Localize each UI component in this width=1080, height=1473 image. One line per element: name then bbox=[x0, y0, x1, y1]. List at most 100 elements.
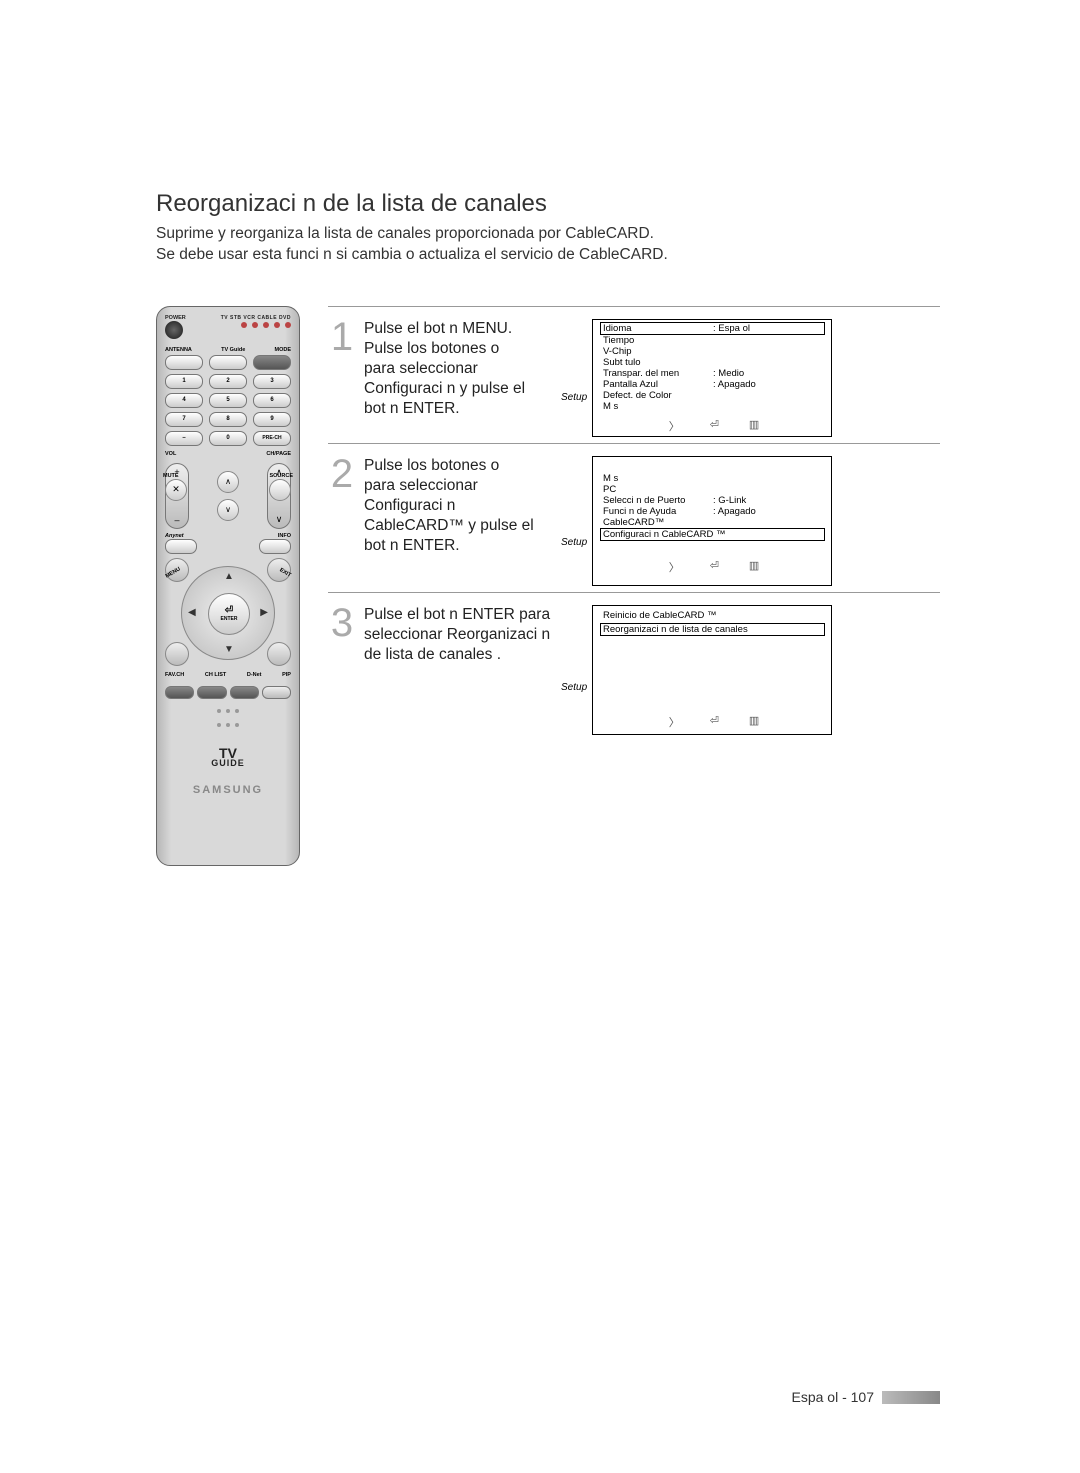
dnet-button[interactable] bbox=[230, 686, 259, 699]
mute-label: MUTE bbox=[163, 473, 179, 479]
osd-value: : Apagado bbox=[713, 379, 825, 390]
mode-indicators: TV STB VCR CABLE DVD bbox=[191, 315, 291, 321]
osd-footer-icons: 〉⏎▥ bbox=[603, 418, 825, 434]
tvguide-logo: TV GUIDE bbox=[165, 747, 291, 768]
osd-screen-2: M s PC Selecci n de Puerto: G-Link Funci… bbox=[592, 456, 832, 586]
osd-item: Reorganizaci n de lista de canales bbox=[603, 624, 748, 635]
num-0[interactable]: 0 bbox=[209, 431, 247, 446]
led-dot bbox=[241, 322, 247, 328]
step-number: 1 bbox=[328, 319, 356, 437]
osd-screen-3: Reinicio de CableCARD ™ Reorganizaci n d… bbox=[592, 605, 832, 735]
dpad-right-icon: ▶ bbox=[260, 607, 268, 618]
osd-side-label: Setup bbox=[561, 537, 587, 548]
osd-value: : G-Link bbox=[713, 495, 825, 506]
osd-item: Reinicio de CableCARD ™ bbox=[603, 610, 717, 621]
num-8[interactable]: 8 bbox=[209, 412, 247, 427]
osd-item: CableCARD™ bbox=[603, 517, 713, 528]
osd-item: Selecci n de Puerto bbox=[603, 495, 713, 506]
enter-label: ENTER bbox=[221, 616, 238, 622]
num-3[interactable]: 3 bbox=[253, 374, 291, 389]
source-button[interactable] bbox=[269, 479, 291, 501]
num-7[interactable]: 7 bbox=[165, 412, 203, 427]
osd-value: : Espa ol bbox=[713, 323, 822, 334]
intro-text: Suprime y reorganiza la lista de canales… bbox=[156, 224, 940, 266]
osd-item: Tiempo bbox=[603, 335, 713, 346]
osd-item: Configuraci n CableCARD ™ bbox=[603, 529, 726, 540]
dpad-up-icon: ▲ bbox=[224, 571, 234, 582]
mode-button[interactable] bbox=[253, 355, 291, 370]
osd-item: Subt tulo bbox=[603, 357, 713, 368]
page-footer: Espa ol - 107 bbox=[792, 1389, 941, 1405]
dpad[interactable]: ▲ ▼ ◀ ▶ ⏎ ENTER bbox=[181, 566, 275, 660]
page-title: Reorganizaci n de la lista de canales bbox=[156, 190, 940, 218]
osd-side-label: Setup bbox=[561, 682, 587, 693]
osd-item: V-Chip bbox=[603, 346, 713, 357]
step-text: Pulse el bot n ENTER para seleccionar Re… bbox=[364, 605, 584, 735]
osd-value: : Medio bbox=[713, 368, 825, 379]
chlist-button[interactable] bbox=[197, 686, 226, 699]
led-dot bbox=[285, 322, 291, 328]
brand-label: SAMSUNG bbox=[165, 784, 291, 796]
step-3: 3 Pulse el bot n ENTER para seleccionar … bbox=[328, 592, 940, 741]
num-1[interactable]: 1 bbox=[165, 374, 203, 389]
num-dash[interactable]: – bbox=[165, 431, 203, 446]
tvguide-logo-bot: GUIDE bbox=[165, 759, 291, 767]
num-5[interactable]: 5 bbox=[209, 393, 247, 408]
osd-footer-icons: 〉⏎▥ bbox=[603, 559, 825, 575]
osd-item: M s bbox=[603, 473, 713, 484]
osd-item: M s bbox=[603, 401, 713, 412]
pip-button[interactable] bbox=[262, 686, 291, 699]
source-label: SOURCE bbox=[269, 473, 293, 479]
led-dot bbox=[274, 322, 280, 328]
osd-item: Idioma bbox=[603, 323, 713, 334]
step-text: Pulse el bot n MENU. Pulse los botones o… bbox=[364, 319, 584, 437]
chlist-label: CH LIST bbox=[205, 672, 226, 678]
remote-control: POWER TV STB VCR CABLE DVD ANTENNA bbox=[156, 306, 300, 866]
dnet-label: D-Net bbox=[247, 672, 262, 678]
footer-label: Espa ol - 107 bbox=[792, 1389, 875, 1405]
num-6[interactable]: 6 bbox=[253, 393, 291, 408]
corner-button[interactable] bbox=[165, 642, 189, 666]
step-number: 2 bbox=[328, 456, 356, 586]
num-9[interactable]: 9 bbox=[253, 412, 291, 427]
power-label: POWER bbox=[165, 315, 185, 321]
step-number: 3 bbox=[328, 605, 356, 735]
color-dots bbox=[165, 723, 291, 727]
osd-value: : Apagado bbox=[713, 506, 825, 517]
tvguide-button[interactable] bbox=[209, 355, 247, 370]
vol-label: VOL bbox=[165, 451, 176, 457]
pip-label: PIP bbox=[282, 672, 291, 678]
mute-button[interactable]: ✕ bbox=[165, 479, 187, 501]
anynet-button[interactable] bbox=[165, 539, 197, 554]
favch-button[interactable] bbox=[165, 686, 194, 699]
osd-item: Pantalla Azul bbox=[603, 379, 713, 390]
step-text: Pulse los botones o para seleccionar Con… bbox=[364, 456, 584, 586]
power-button[interactable] bbox=[165, 321, 183, 339]
led-dot bbox=[252, 322, 258, 328]
intro-line-2: Se debe usar esta funci n si cambia o ac… bbox=[156, 246, 668, 263]
osd-screen-1: Idioma: Espa ol Tiempo V-Chip Subt tulo … bbox=[592, 319, 832, 437]
osd-side-label: Setup bbox=[561, 392, 587, 403]
chpage-label: CH/PAGE bbox=[266, 451, 291, 457]
dpad-left-icon: ◀ bbox=[188, 607, 196, 618]
antenna-button[interactable] bbox=[165, 355, 203, 370]
enter-button[interactable]: ⏎ ENTER bbox=[208, 593, 250, 635]
step-1: 1 Pulse el bot n MENU. Pulse los botones… bbox=[328, 306, 940, 443]
mode-label: MODE bbox=[275, 347, 292, 353]
down-arrow-button[interactable]: ∨ bbox=[217, 499, 239, 521]
num-2[interactable]: 2 bbox=[209, 374, 247, 389]
corner-button[interactable] bbox=[267, 642, 291, 666]
favch-label: FAV.CH bbox=[165, 672, 184, 678]
antenna-label: ANTENNA bbox=[165, 347, 192, 353]
prech-button[interactable]: PRE-CH bbox=[253, 431, 291, 446]
intro-line-1: Suprime y reorganiza la lista de canales… bbox=[156, 225, 654, 242]
info-label: INFO bbox=[278, 533, 291, 539]
step-2: 2 Pulse los botones o para seleccionar C… bbox=[328, 443, 940, 592]
num-4[interactable]: 4 bbox=[165, 393, 203, 408]
led-dot bbox=[263, 322, 269, 328]
dpad-down-icon: ▼ bbox=[224, 644, 234, 655]
info-button[interactable] bbox=[259, 539, 291, 554]
anynet-label: Anynet bbox=[165, 533, 184, 539]
osd-item: Defect. de Color bbox=[603, 390, 713, 401]
osd-item: Transpar. del men bbox=[603, 368, 713, 379]
